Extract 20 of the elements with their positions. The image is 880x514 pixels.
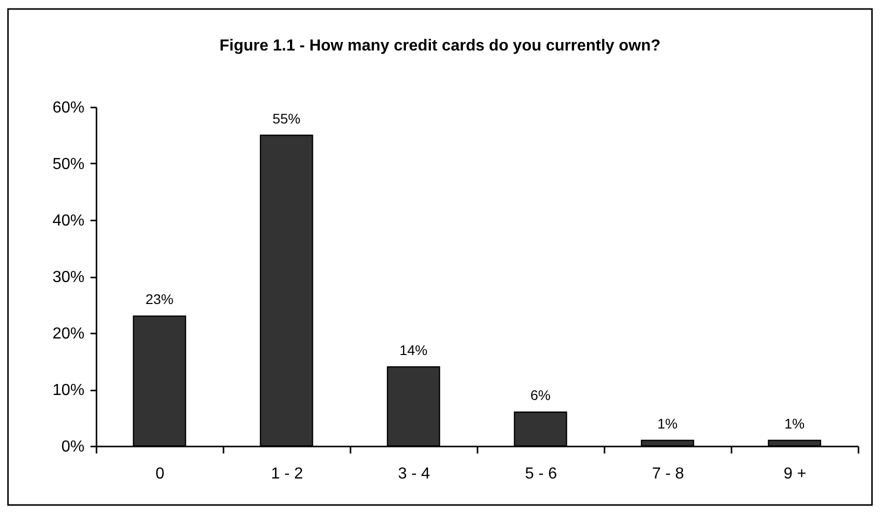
x-tick-label: 3 - 4 [398,466,430,482]
data-label: 14% [399,342,428,358]
x-tick-label: 1 - 2 [270,466,304,482]
y-tick-label: 30% [52,269,84,286]
x-tick-label: 0 [156,466,165,482]
chart-title: Figure 1.1 - How many credit cards do you currently own? [220,37,660,54]
data-label: 1% [657,415,678,432]
data-label: 23% [145,291,174,308]
y-tick-label: 10% [52,382,84,399]
y-tick-label: 60% [52,100,84,116]
y-tick-label: 50% [52,156,84,173]
x-tick-label: 7 - 8 [652,466,684,482]
x-tick-label: 5 - 6 [524,466,558,482]
y-tick-label: 20% [52,326,84,342]
data-label: 1% [784,415,805,432]
data-label: 6% [530,387,551,404]
x-tick-label: 9 + [784,466,806,482]
y-tick-label: 0% [61,438,84,456]
y-tick-label: 40% [52,212,84,230]
data-label: 55% [272,110,301,126]
